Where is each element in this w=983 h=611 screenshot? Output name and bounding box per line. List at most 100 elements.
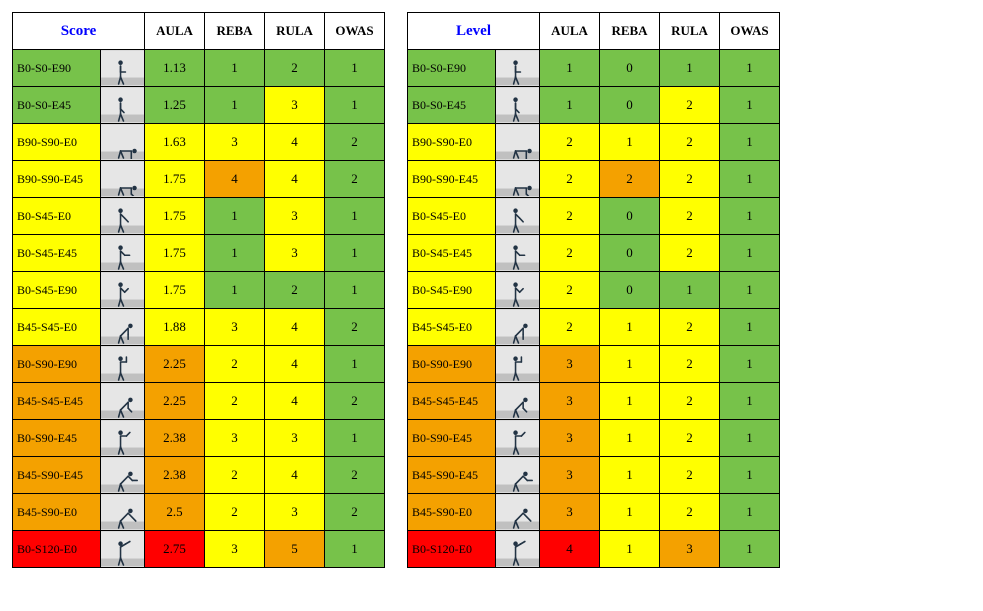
table-row: B45-S90-E0 2.5232: [13, 494, 385, 531]
value-cell: 1.25: [145, 87, 205, 124]
value-cell: 2: [660, 235, 720, 272]
posture-thumbnail: [496, 198, 540, 235]
value-cell: 1: [325, 198, 385, 235]
value-cell: 1.75: [145, 235, 205, 272]
value-cell: 2: [660, 161, 720, 198]
value-cell: 3: [265, 420, 325, 457]
value-cell: 1: [720, 420, 780, 457]
value-cell: 1: [325, 531, 385, 568]
posture-label: B0-S0-E90: [408, 50, 496, 87]
table-row: B0-S90-E45 3121: [408, 420, 780, 457]
posture-label: B90-S90-E0: [408, 124, 496, 161]
table-row: B45-S90-E0 3121: [408, 494, 780, 531]
value-cell: 2.25: [145, 383, 205, 420]
value-cell: 1: [325, 50, 385, 87]
posture-thumbnail: [496, 161, 540, 198]
value-cell: 3: [265, 87, 325, 124]
value-cell: 1: [720, 124, 780, 161]
posture-thumbnail: [496, 420, 540, 457]
table-row: B0-S0-E90 1.13121: [13, 50, 385, 87]
posture-thumbnail: [101, 50, 145, 87]
table-row: B45-S45-E45 2.25242: [13, 383, 385, 420]
value-cell: 1: [720, 494, 780, 531]
posture-label: B0-S90-E90: [13, 346, 101, 383]
value-cell: 1: [720, 87, 780, 124]
column-header: AULA: [145, 13, 205, 50]
value-cell: 2: [325, 383, 385, 420]
posture-thumbnail: [101, 494, 145, 531]
value-cell: 3: [540, 457, 600, 494]
posture-thumbnail: [496, 309, 540, 346]
value-cell: 2: [325, 494, 385, 531]
table-row: B0-S45-E90 2011: [408, 272, 780, 309]
value-cell: 4: [265, 346, 325, 383]
table-row: B0-S0-E45 1021: [408, 87, 780, 124]
posture-label: B0-S90-E45: [13, 420, 101, 457]
value-cell: 1: [720, 161, 780, 198]
value-cell: 3: [205, 420, 265, 457]
value-cell: 2: [325, 161, 385, 198]
posture-thumbnail: [101, 124, 145, 161]
value-cell: 2: [540, 272, 600, 309]
posture-thumbnail: [101, 198, 145, 235]
value-cell: 2: [660, 494, 720, 531]
value-cell: 2: [660, 87, 720, 124]
value-cell: 1.13: [145, 50, 205, 87]
value-cell: 1: [325, 235, 385, 272]
value-cell: 1: [720, 198, 780, 235]
value-cell: 2: [660, 383, 720, 420]
posture-label: B0-S120-E0: [13, 531, 101, 568]
value-cell: 2: [660, 420, 720, 457]
table-row: B0-S90-E90 3121: [408, 346, 780, 383]
value-cell: 2.25: [145, 346, 205, 383]
value-cell: 1: [720, 346, 780, 383]
posture-label: B45-S90-E0: [408, 494, 496, 531]
value-cell: 3: [540, 494, 600, 531]
column-header: AULA: [540, 13, 600, 50]
table-row: B90-S90-E0 2121: [408, 124, 780, 161]
posture-thumbnail: [496, 124, 540, 161]
value-cell: 3: [205, 531, 265, 568]
value-cell: 4: [540, 531, 600, 568]
posture-thumbnail: [101, 383, 145, 420]
value-cell: 0: [600, 50, 660, 87]
table-row: B0-S45-E0 2021: [408, 198, 780, 235]
value-cell: 2.75: [145, 531, 205, 568]
value-cell: 5: [265, 531, 325, 568]
posture-label: B0-S0-E45: [408, 87, 496, 124]
value-cell: 2: [205, 346, 265, 383]
value-cell: 3: [265, 198, 325, 235]
posture-label: B0-S45-E0: [13, 198, 101, 235]
posture-label: B45-S45-E45: [408, 383, 496, 420]
posture-label: B0-S90-E90: [408, 346, 496, 383]
table-row: B0-S120-E0 2.75351: [13, 531, 385, 568]
value-cell: 1: [325, 346, 385, 383]
column-header: REBA: [205, 13, 265, 50]
value-cell: 0: [600, 235, 660, 272]
table-row: B45-S45-E0 2121: [408, 309, 780, 346]
posture-label: B0-S120-E0: [408, 531, 496, 568]
value-cell: 3: [265, 235, 325, 272]
value-cell: 2: [265, 272, 325, 309]
value-cell: 2: [660, 457, 720, 494]
value-cell: 0: [600, 198, 660, 235]
value-cell: 1: [600, 420, 660, 457]
table-row: B0-S45-E90 1.75121: [13, 272, 385, 309]
value-cell: 1.75: [145, 272, 205, 309]
value-cell: 1.63: [145, 124, 205, 161]
value-cell: 1: [325, 272, 385, 309]
posture-thumbnail: [101, 346, 145, 383]
value-cell: 2: [540, 309, 600, 346]
value-cell: 4: [265, 161, 325, 198]
table-title: Level: [408, 13, 540, 50]
posture-label: B45-S90-E45: [13, 457, 101, 494]
value-cell: 1.75: [145, 198, 205, 235]
value-cell: 1: [600, 494, 660, 531]
value-cell: 1: [660, 272, 720, 309]
value-cell: 2: [540, 161, 600, 198]
value-cell: 1: [720, 309, 780, 346]
table-row: B45-S90-E45 3121: [408, 457, 780, 494]
posture-label: B0-S45-E45: [13, 235, 101, 272]
table-row: B45-S90-E45 2.38242: [13, 457, 385, 494]
value-cell: 1: [720, 272, 780, 309]
